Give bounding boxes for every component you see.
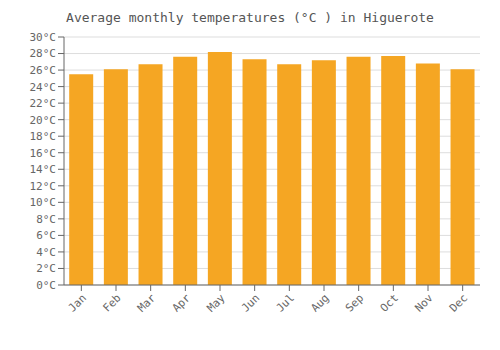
svg-text:16°C: 16°C	[30, 147, 57, 160]
svg-text:20°C: 20°C	[30, 114, 57, 127]
svg-text:14°C: 14°C	[30, 163, 57, 176]
svg-text:12°C: 12°C	[30, 180, 57, 193]
svg-text:Jan: Jan	[66, 291, 89, 314]
svg-text:30°C: 30°C	[30, 31, 57, 44]
svg-text:22°C: 22°C	[30, 97, 57, 110]
svg-text:0°C: 0°C	[36, 279, 56, 292]
svg-text:Feb: Feb	[100, 291, 123, 314]
html-text:Average monthly temperatures (: Average monthly temperatures (°C ) in Hi…	[66, 10, 434, 25]
svg-text:28°C: 28°C	[30, 47, 57, 60]
svg-text:4°C: 4°C	[36, 246, 56, 259]
svg-text:Jul: Jul	[274, 291, 297, 314]
svg-text:18°C: 18°C	[30, 130, 57, 143]
svg-text:Mar: Mar	[135, 291, 159, 315]
svg-text:Jun: Jun	[239, 291, 262, 314]
svg-text:Apr: Apr	[170, 291, 194, 315]
svg-text:Sep: Sep	[343, 291, 366, 314]
svg-text:Dec: Dec	[447, 291, 470, 314]
svg-text:26°C: 26°C	[30, 64, 57, 77]
svg-text:2°C: 2°C	[36, 262, 56, 275]
svg-text:Oct: Oct	[378, 291, 401, 314]
svg-text:8°C: 8°C	[36, 213, 56, 226]
svg-text:24°C: 24°C	[30, 81, 57, 94]
svg-text:May: May	[204, 291, 228, 315]
svg-text:Aug: Aug	[308, 291, 331, 314]
svg-text:10°C: 10°C	[30, 196, 57, 209]
svg-text:Nov: Nov	[412, 291, 436, 315]
svg-text:6°C: 6°C	[36, 229, 56, 242]
